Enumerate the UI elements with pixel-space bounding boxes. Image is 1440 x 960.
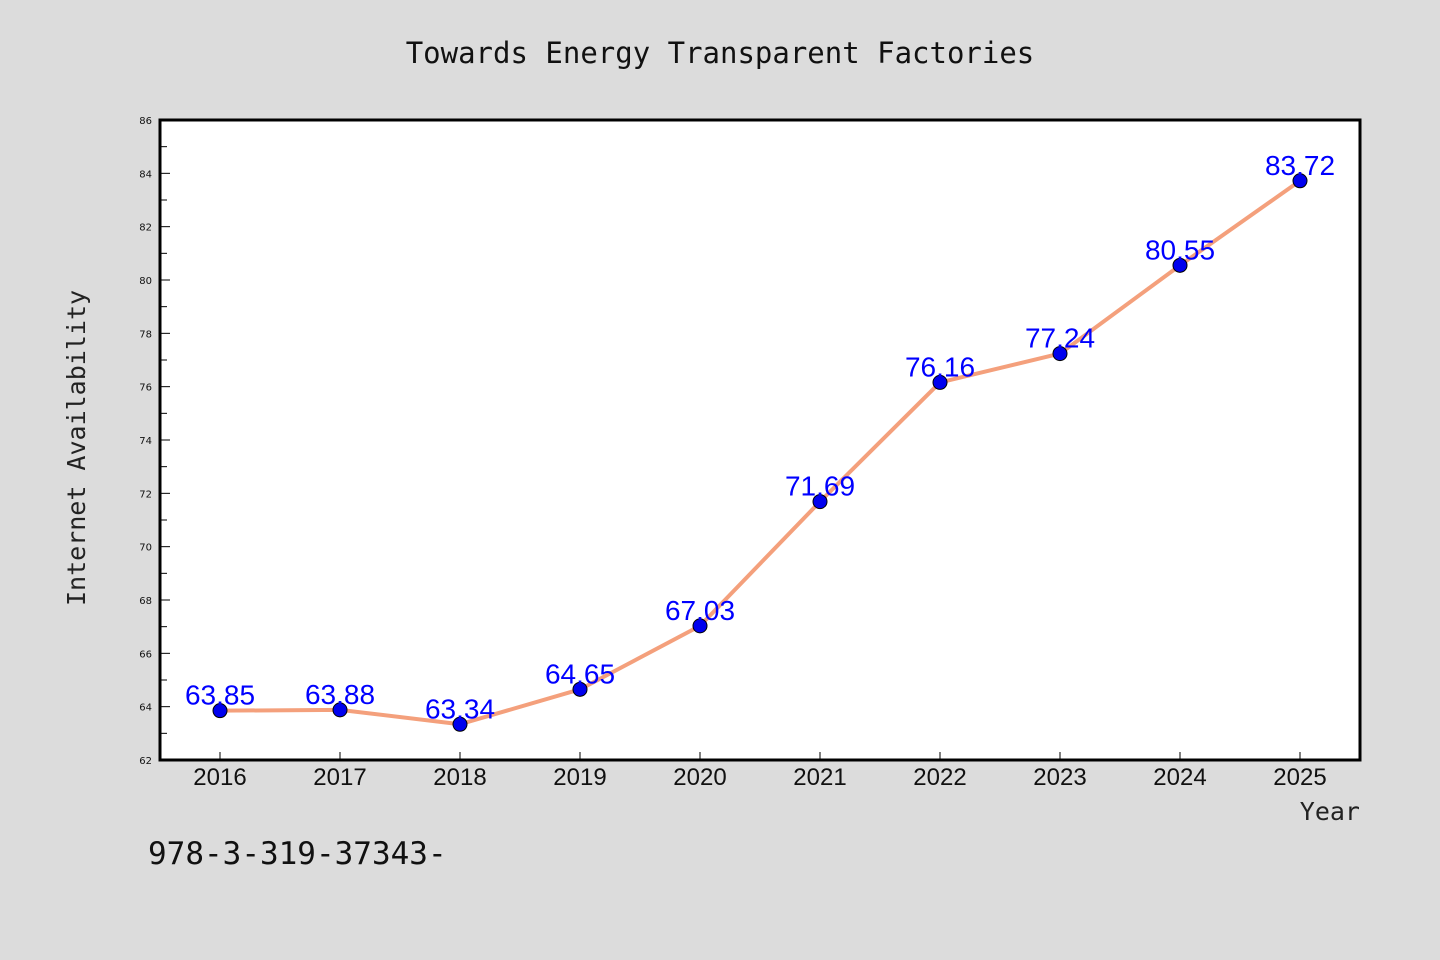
series-layer: 63.85 63.88 63.34 64.65 67.03 71.69 76.16 77.24… [185,150,1335,732]
y-tick-label: 80 [139,276,152,287]
data-point [212,703,228,719]
x-tick-label: 2017 [313,764,366,791]
y-axis: 62 64 66 68 70 72 74 76 78 80 82 84 86 [139,116,170,767]
footer-text: 978-3-319-37343- [148,836,447,872]
y-tick-label: 66 [139,649,152,660]
x-tick-label: 2020 [673,764,726,791]
x-tick-label: 2018 [433,764,486,791]
data-label: 71.69 [785,471,855,502]
x-tick-label: 2025 [1273,764,1326,791]
data-label: 63.85 [185,680,255,711]
x-tick-label: 2024 [1153,764,1206,791]
x-axis-label: Year [1300,797,1360,826]
chart-title: Towards Energy Transparent Factories [406,36,1035,70]
y-tick-label: 78 [139,329,152,340]
plot-frame [158,118,1362,762]
y-tick-label: 70 [139,543,152,554]
data-label: 83.72 [1265,150,1335,181]
x-tick-label: 2022 [913,764,966,791]
y-tick-label: 72 [139,489,152,500]
x-tick-label: 2023 [1033,764,1086,791]
y-axis-label: Internet Availability [62,290,91,606]
y-tick-label: 74 [139,436,152,447]
data-point [452,716,468,732]
data-point [1292,173,1308,189]
data-point [1052,346,1068,362]
data-point [572,681,588,697]
data-label: 76.16 [905,351,975,382]
data-point [692,618,708,634]
x-axis: 2016 2017 2018 2019 2020 2021 2022 2023 2024 2025 [193,752,1327,791]
data-label: 77.24 [1025,323,1095,354]
y-tick-label: 76 [139,383,152,394]
y-tick-label: 86 [139,116,152,127]
data-point [332,702,348,718]
plot-area [160,120,1360,760]
x-tick-label: 2021 [793,764,846,791]
y-tick-label: 62 [139,756,152,767]
data-point [1172,257,1188,273]
y-tick-label: 82 [139,223,152,234]
series-line [218,178,1302,727]
data-label: 80.55 [1145,234,1215,265]
data-point [932,374,948,390]
data-label: 63.88 [305,679,375,710]
y-tick-label: 64 [139,703,152,714]
x-tick-label: 2019 [553,764,606,791]
y-tick-label: 68 [139,596,152,607]
data-label: 64.65 [545,658,615,689]
x-tick-label: 2016 [193,764,246,791]
y-tick-label: 84 [139,169,152,180]
data-label: 63.34 [425,693,495,724]
data-point [812,494,828,510]
data-label: 67.03 [665,595,735,626]
